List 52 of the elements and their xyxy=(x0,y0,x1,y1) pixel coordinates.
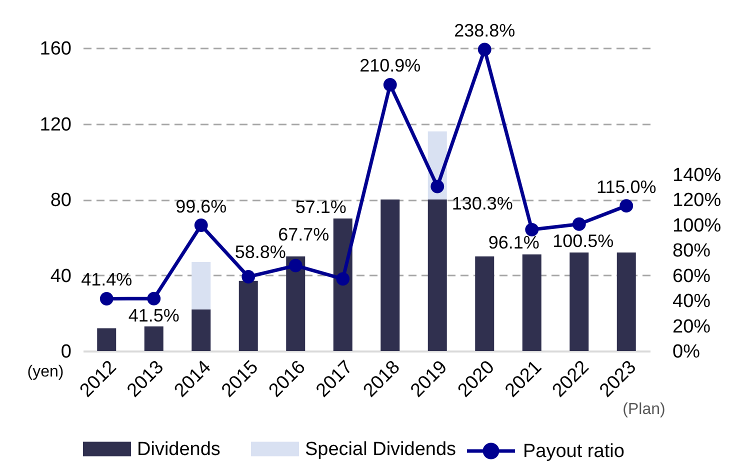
y2-tick-label: 100% xyxy=(672,215,722,236)
bar xyxy=(475,256,494,351)
data-label: 99.6% xyxy=(176,196,227,216)
data-label: 115.0% xyxy=(596,176,656,197)
bar xyxy=(238,280,258,351)
bar xyxy=(144,326,164,351)
y-tick-label: 80 xyxy=(50,190,72,211)
bar xyxy=(192,262,211,310)
data-label: 41.5% xyxy=(128,306,180,326)
y2-tick-label: 20% xyxy=(672,316,711,338)
data-label: 41.4% xyxy=(81,270,132,290)
point xyxy=(336,272,350,286)
y-tick-label: 160 xyxy=(40,38,72,60)
data-label: 96.1% xyxy=(488,232,540,253)
y2-tick-label: 40% xyxy=(672,291,711,312)
legend-label: Payout ratio xyxy=(523,441,624,462)
y2-tick-label: 120% xyxy=(672,190,722,211)
y2-tick-label: 140% xyxy=(672,164,722,186)
point xyxy=(194,218,208,232)
point xyxy=(620,199,634,213)
bar xyxy=(570,252,589,351)
y-tick-label: 120 xyxy=(40,114,72,136)
point xyxy=(242,270,256,284)
legend-label: Special Dividends xyxy=(305,439,456,460)
point xyxy=(525,222,539,236)
point xyxy=(478,42,492,56)
y-axis-title: (yen) xyxy=(27,364,64,380)
bar xyxy=(616,252,636,351)
point xyxy=(383,78,397,92)
bar xyxy=(380,200,400,351)
bar xyxy=(192,309,211,351)
bar xyxy=(428,200,447,351)
y-tick-label: 0 xyxy=(60,342,72,362)
point xyxy=(572,217,586,231)
data-label: 57.1% xyxy=(295,196,346,217)
point xyxy=(147,292,161,306)
y2-tick-label: 80% xyxy=(672,240,711,262)
y-tick-label: 40 xyxy=(50,266,72,287)
y2-tick-label: 0% xyxy=(672,342,700,362)
point xyxy=(430,180,444,194)
data-label: 210.9% xyxy=(360,56,421,76)
y2-tick-label: 60% xyxy=(672,266,711,287)
point xyxy=(288,258,302,272)
text: (Plan) xyxy=(622,401,666,418)
data-label: 100.5% xyxy=(552,231,614,252)
data-label: 130.3% xyxy=(452,193,513,214)
bar xyxy=(522,254,542,351)
point xyxy=(100,292,114,306)
data-label: 238.8% xyxy=(454,20,516,41)
bar xyxy=(97,328,116,351)
legend-label: Dividends xyxy=(137,439,220,460)
bar xyxy=(286,256,306,351)
